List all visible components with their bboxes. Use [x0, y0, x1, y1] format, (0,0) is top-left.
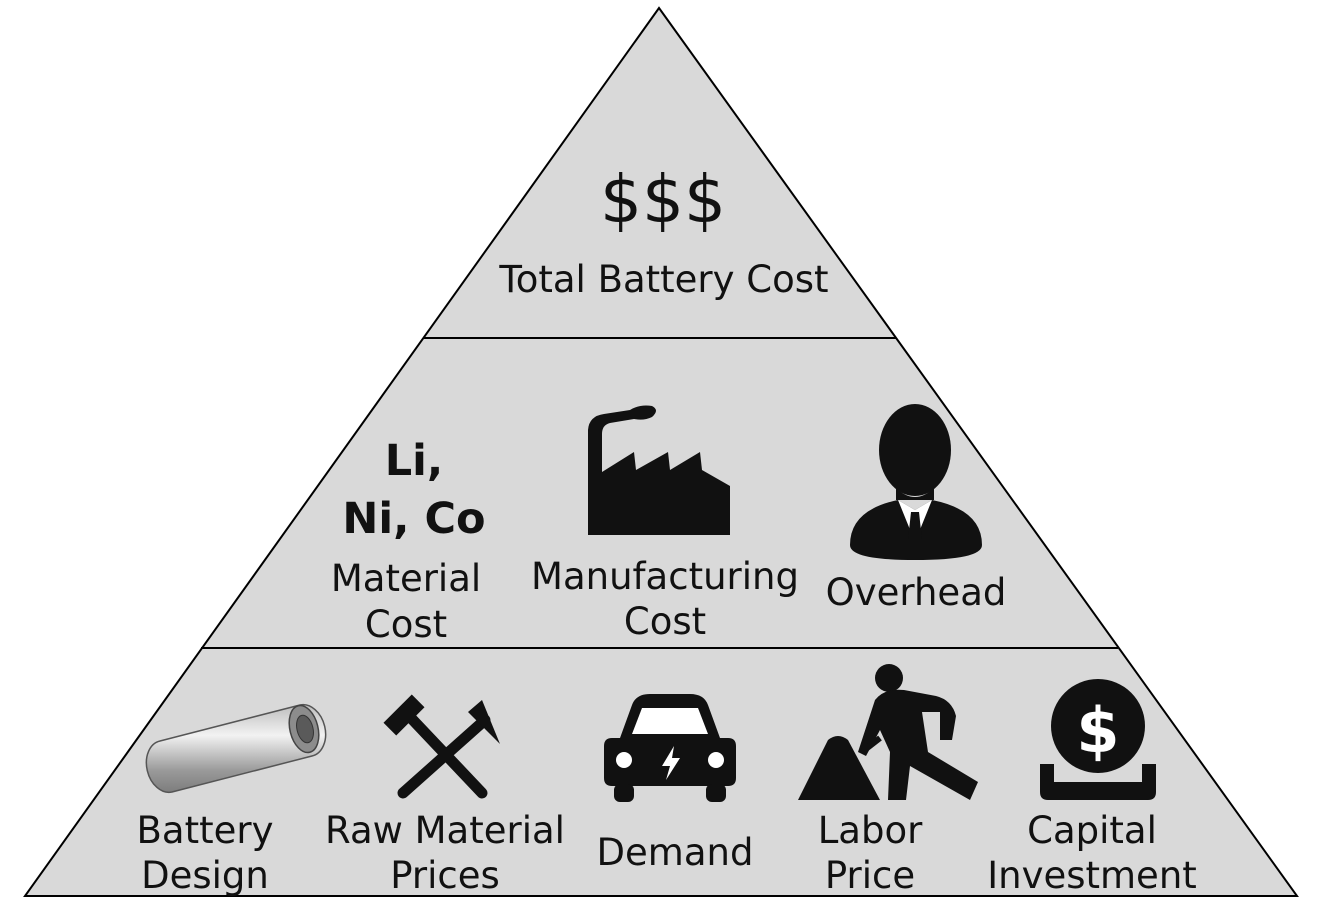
labor-price-item: Labor Price: [798, 664, 978, 897]
factory-icon: [588, 405, 730, 535]
dollar-signs: $$$: [600, 161, 726, 238]
material-elements-line2: Ni, Co: [342, 494, 485, 544]
battery-design-label-line2: Design: [141, 854, 269, 897]
demand-item: Demand: [597, 694, 754, 874]
overhead-label: Overhead: [826, 571, 1007, 614]
demand-label: Demand: [597, 831, 754, 874]
capital-investment-label-line2: Investment: [987, 854, 1197, 897]
material-elements-line1: Li,: [385, 436, 443, 486]
businessman-icon: [850, 404, 982, 560]
battery-cell-icon: [145, 703, 327, 794]
material-cost-label-line2: Cost: [365, 603, 447, 646]
manufacturing-cost-label-line1: Manufacturing: [531, 555, 799, 598]
labor-price-label-line2: Price: [825, 854, 915, 897]
manufacturing-cost-label-line2: Cost: [624, 600, 706, 643]
overhead-item: Overhead: [826, 404, 1007, 614]
coin-dollar-glyph: $: [1076, 694, 1119, 767]
dollar-coin-icon: $: [1040, 679, 1156, 800]
manufacturing-cost-item: Manufacturing Cost: [531, 405, 799, 643]
raw-material-prices-label-line2: Prices: [390, 854, 500, 897]
capital-investment-item: $ Capital Investment: [987, 679, 1197, 897]
total-battery-cost-label: Total Battery Cost: [498, 258, 828, 301]
material-cost-item: Li, Ni, Co Material Cost: [331, 436, 486, 646]
electric-car-icon: [604, 694, 736, 802]
battery-design-label-line1: Battery: [137, 809, 274, 852]
tier-cost-drivers: Battery Design Raw Material Prices: [137, 664, 1197, 897]
labor-price-label-line1: Labor: [818, 809, 923, 852]
capital-investment-label-line1: Capital: [1027, 809, 1157, 852]
worker-shoveling-icon: [798, 664, 978, 800]
tier-cost-components: Li, Ni, Co Material Cost Manufacturing C…: [331, 404, 1007, 646]
material-cost-label-line1: Material: [331, 557, 481, 600]
tier-total-cost: $$$ Total Battery Cost: [498, 161, 828, 301]
crossed-hammers-icon: [383, 694, 500, 799]
pyramid-outline: [23, 6, 1299, 897]
raw-material-prices-item: Raw Material Prices: [325, 694, 565, 897]
raw-material-prices-label-line1: Raw Material: [325, 809, 565, 852]
battery-design-item: Battery Design: [137, 703, 327, 897]
